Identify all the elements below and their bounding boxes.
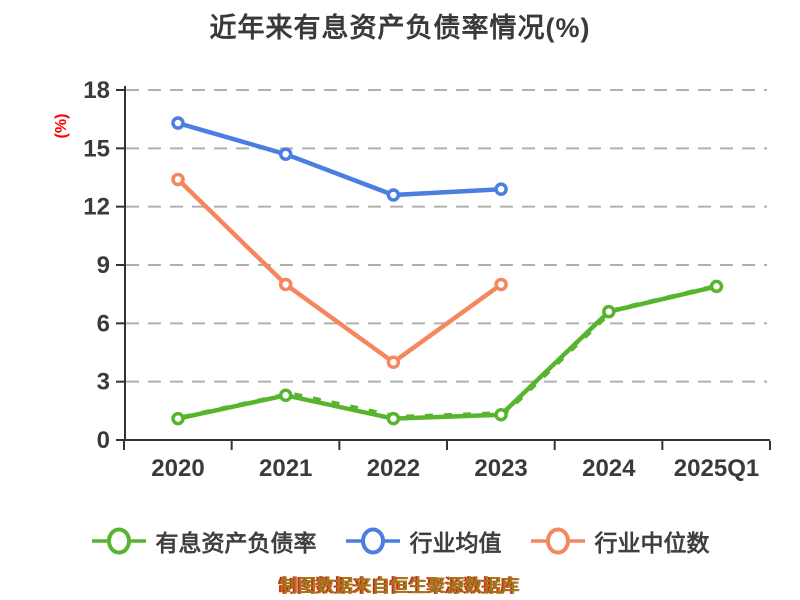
data-point-marker-行业均值 [278,147,293,161]
x-tick-label: 2024 [582,455,636,482]
x-tick-label: 2021 [259,455,312,482]
legend-marker-icon [530,527,585,555]
data-point-marker-行业均值 [171,116,185,130]
data-point-marker-有息资产负债率 [278,388,293,403]
legend-item-行业均值: 行业均值 [345,524,502,558]
x-tick-label: 2023 [474,455,527,482]
data-point-marker-行业中位数 [386,355,401,369]
legend-label: 行业中位数 [594,530,710,556]
legend-label: 行业均值 [409,530,502,556]
data-source-note: 制图数据来自恒生聚源数据库 [279,576,521,596]
y-tick-label: 6 [97,310,110,337]
y-tick-label: 18 [83,77,110,104]
legend-marker-icon [91,527,146,555]
x-tick-label: 2022 [367,455,420,482]
y-tick-label: 12 [83,194,110,221]
legend-label: 有息资产负债率 [155,530,317,556]
y-tick-label: 15 [83,135,110,162]
series-line-echo-有息资产负债率 [182,282,722,419]
data-point-marker-行业均值 [494,182,508,196]
data-point-marker-行业中位数 [171,172,185,187]
series-line-行业中位数 [175,177,504,365]
data-point-marker-有息资产负债率 [386,411,401,426]
data-point-marker-有息资产负债率 [171,411,185,426]
chart-title: 近年来有息资产负债率情况(%) [209,13,591,43]
series-line-行业均值 [175,120,504,198]
legend-item-行业中位数: 行业中位数 [530,524,710,558]
data-point-marker-行业中位数 [278,277,293,292]
data-point-marker-有息资产负债率 [709,279,724,294]
data-point-marker-有息资产负债率 [602,304,616,319]
data-point-marker-有息资产负债率 [494,407,508,422]
x-tick-label: 2020 [151,455,204,482]
legend-marker-icon [345,527,400,555]
y-tick-label: 0 [97,427,110,454]
y-tick-label: 3 [97,369,110,396]
y-tick-label: 9 [97,252,110,279]
data-point-marker-行业中位数 [494,277,508,292]
legend-item-有息资产负债率: 有息资产负债率 [91,524,317,558]
data-point-marker-行业均值 [386,188,401,202]
chart-legend: 有息资产负债率 行业均值 行业中位数 [0,524,800,558]
x-tick-label: 2025Q1 [674,455,759,482]
series-line-有息资产负债率 [175,284,719,421]
